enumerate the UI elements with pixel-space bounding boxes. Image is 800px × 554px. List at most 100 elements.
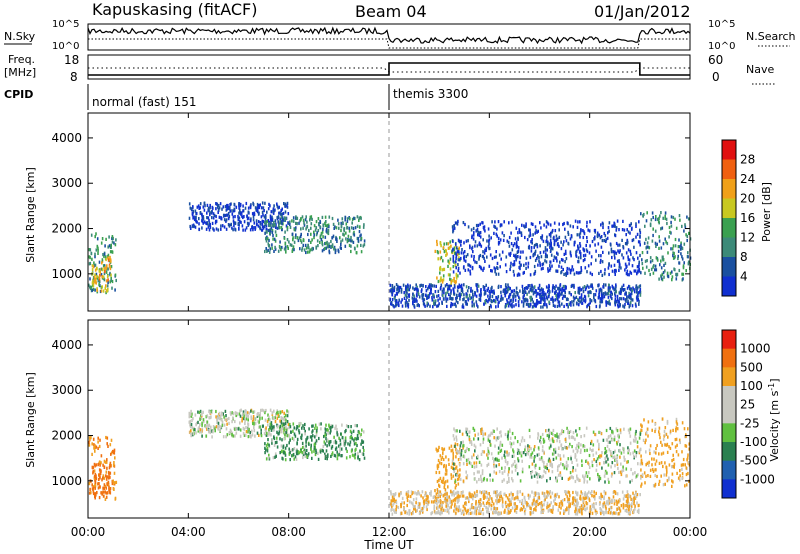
velocity-echo-cell xyxy=(432,495,435,499)
velocity-echo-cell xyxy=(393,508,395,512)
power-echo-cell xyxy=(559,293,561,297)
power-echo-cell xyxy=(441,268,444,272)
power-echo-cell xyxy=(333,247,335,251)
power-echo-cell xyxy=(271,229,274,233)
velocity-echo-cell xyxy=(92,491,95,496)
velocity-echo-cell xyxy=(98,496,101,500)
power-echo-cell xyxy=(555,284,557,288)
velocity-echo-cell xyxy=(491,499,494,504)
velocity-echo-cell xyxy=(281,426,284,430)
power-echo-cell xyxy=(313,236,315,240)
power-colorbar-tick: 28 xyxy=(740,153,755,167)
power-echo-cell xyxy=(471,289,474,293)
velocity-echo-cell xyxy=(639,462,642,466)
velocity-echo-cell xyxy=(453,509,455,513)
power-echo-cell xyxy=(409,285,411,289)
power-echo-cell xyxy=(507,240,510,244)
power-echo-cell xyxy=(554,291,556,295)
power-echo-cell xyxy=(501,297,504,301)
power-echo-cell xyxy=(512,294,514,298)
velocity-echo-cell xyxy=(354,437,356,441)
velocity-echo-cell xyxy=(441,503,443,507)
power-echo-cell xyxy=(508,235,511,240)
power-echo-cell xyxy=(340,246,342,250)
power-echo-cell xyxy=(621,228,624,232)
velocity-echo-cell xyxy=(604,471,607,475)
power-echo-cell xyxy=(635,235,637,239)
power-echo-cell xyxy=(652,271,655,275)
power-echo-cell xyxy=(484,259,486,263)
power-echo-cell xyxy=(510,242,513,246)
power-echo-cell xyxy=(228,206,231,210)
velocity-echo-cell xyxy=(284,433,286,437)
power-echo-cell xyxy=(321,243,324,247)
power-echo-cell xyxy=(270,221,272,225)
power-echo-cell xyxy=(453,279,456,284)
power-echo-cell xyxy=(677,256,679,261)
power-echo-cell xyxy=(406,285,409,289)
velocity-echo-cell xyxy=(101,478,103,482)
velocity-echo-cell xyxy=(436,505,439,509)
power-echo-cell xyxy=(218,206,221,210)
velocity-echo-cell xyxy=(499,498,501,502)
power-echo-cell xyxy=(589,220,591,224)
power-echo-cell xyxy=(517,255,519,259)
velocity-echo-cell xyxy=(609,511,612,515)
power-echo-cell xyxy=(464,222,466,227)
velocity-echo-cell xyxy=(471,456,473,460)
velocity-echo-cell xyxy=(336,453,339,457)
velocity-echo-cell xyxy=(345,428,347,433)
velocity-echo-cell xyxy=(260,408,262,412)
power-echo-cell xyxy=(521,284,524,288)
power-echo-cell xyxy=(317,229,320,233)
power-echo-cell xyxy=(443,250,446,254)
velocity-echo-cell xyxy=(219,428,221,432)
power-echo-cell xyxy=(442,246,445,250)
velocity-echo-cell xyxy=(508,479,510,484)
power-echo-cell xyxy=(447,264,449,268)
power-echo-cell xyxy=(348,226,350,230)
velocity-echo-cell xyxy=(314,446,316,450)
power-echo-cell xyxy=(632,286,634,290)
power-echo-cell xyxy=(93,264,96,268)
power-echo-cell xyxy=(109,267,112,271)
power-echo-cell xyxy=(452,279,454,283)
velocity-echo-cell xyxy=(575,446,577,451)
power-echo-cell xyxy=(520,231,523,235)
velocity-echo-cell xyxy=(94,472,97,477)
velocity-echo-cell xyxy=(102,494,105,498)
velocity-echo-cell xyxy=(510,500,512,504)
velocity-echo-cell xyxy=(328,425,331,429)
velocity-echo-cell xyxy=(583,504,586,508)
velocity-echo-cell xyxy=(226,433,229,437)
velocity-echo-cell xyxy=(523,510,526,514)
power-ytick-label: 3000 xyxy=(51,176,82,190)
power-echo-cell xyxy=(622,283,625,287)
power-echo-cell xyxy=(562,284,565,289)
velocity-echo-cell xyxy=(105,486,107,490)
velocity-echo-cell xyxy=(444,508,446,513)
power-echo-cell xyxy=(226,207,228,211)
velocity-echo-cell xyxy=(355,437,358,441)
power-echo-cell xyxy=(630,271,633,275)
power-echo-cell xyxy=(687,251,689,255)
velocity-echo-cell xyxy=(601,504,604,508)
velocity-echo-cell xyxy=(483,492,485,496)
power-echo-cell xyxy=(92,287,95,291)
velocity-echo-cell xyxy=(453,469,455,473)
power-echo-cell xyxy=(266,230,268,234)
power-echo-cell xyxy=(303,221,305,225)
power-echo-cell xyxy=(548,233,551,237)
velocity-echo-cell xyxy=(417,491,419,495)
velocity-echo-cell xyxy=(627,496,629,500)
velocity-echo-cell xyxy=(624,509,627,513)
power-echo-cell xyxy=(345,237,347,241)
velocity-echo-cell xyxy=(390,502,392,506)
velocity-echo-cell xyxy=(540,510,542,515)
power-colorbar-swatch xyxy=(722,257,736,277)
velocity-echo-cell xyxy=(248,411,251,415)
velocity-echo-cell xyxy=(569,494,571,498)
power-echo-cell xyxy=(596,231,599,235)
power-echo-cell xyxy=(488,239,490,243)
velocity-echo-cell xyxy=(247,430,249,434)
